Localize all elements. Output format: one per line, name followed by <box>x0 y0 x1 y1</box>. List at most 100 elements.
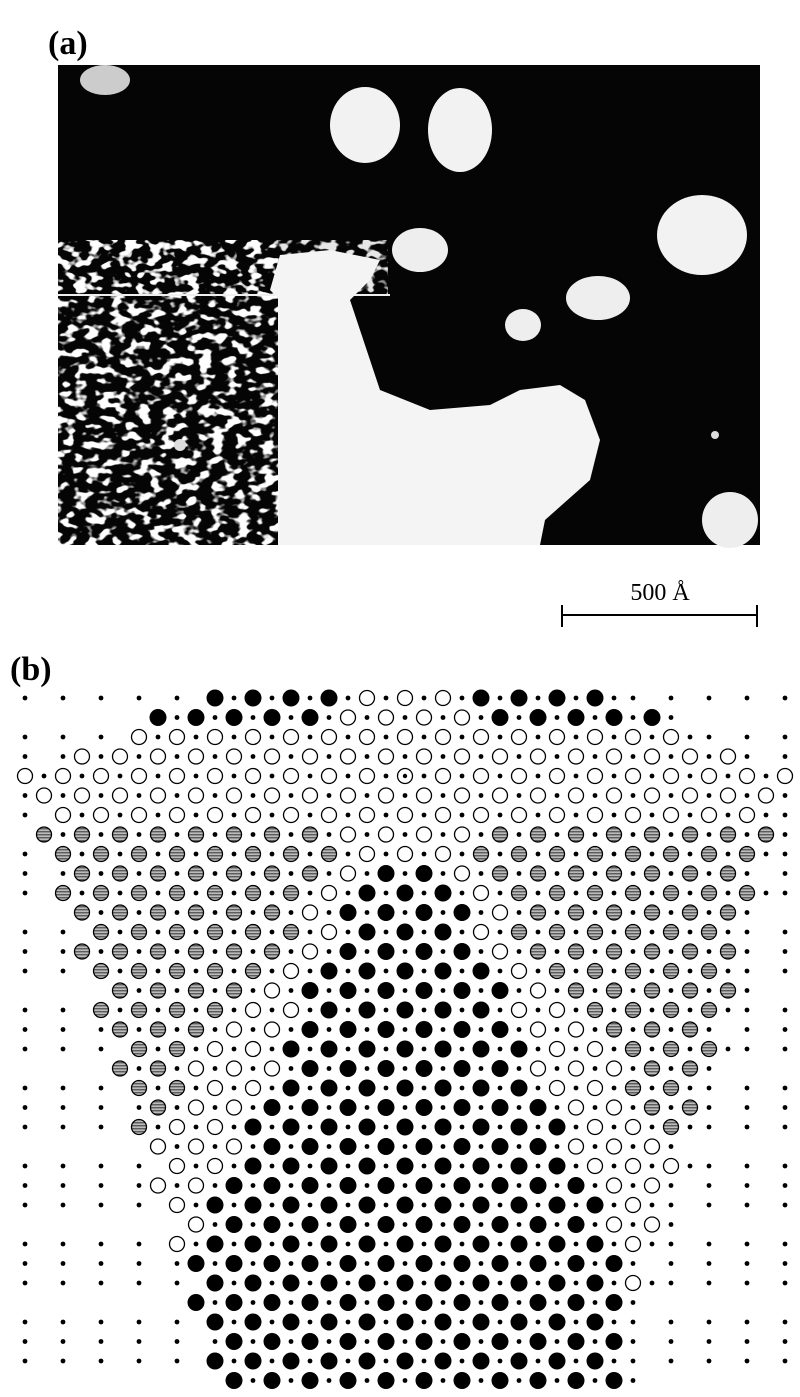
small-dot <box>270 1242 275 1247</box>
small-dot <box>327 1144 332 1149</box>
hatched-site <box>740 886 755 901</box>
open-site <box>227 788 242 803</box>
small-dot <box>479 832 484 837</box>
hatched-site <box>607 866 622 881</box>
small-dot <box>498 1242 503 1247</box>
small-dot <box>175 1281 180 1286</box>
small-dot <box>460 696 465 701</box>
small-dot <box>555 1222 560 1227</box>
small-dot <box>536 1125 541 1130</box>
hatched-site <box>664 847 679 862</box>
filled-site <box>321 1080 338 1097</box>
small-dot <box>517 754 522 759</box>
open-site <box>626 1237 641 1252</box>
small-dot <box>251 1378 256 1383</box>
hatched-site <box>569 827 584 842</box>
small-dot <box>574 774 579 779</box>
small-dot <box>612 930 617 935</box>
open-site <box>151 1178 166 1193</box>
small-dot <box>441 1105 446 1110</box>
filled-site <box>587 1197 604 1214</box>
small-dot <box>327 754 332 759</box>
open-site <box>284 808 299 823</box>
filled-site <box>378 1255 395 1272</box>
open-site <box>569 1139 584 1154</box>
small-dot <box>213 1300 218 1305</box>
filled-site <box>492 1060 509 1077</box>
hatched-site <box>75 827 90 842</box>
hatched-site <box>151 1022 166 1037</box>
small-dot <box>194 1242 199 1247</box>
open-site <box>645 788 660 803</box>
small-dot <box>327 910 332 915</box>
small-dot <box>688 1164 693 1169</box>
small-dot <box>137 1359 142 1364</box>
filled-site <box>302 1138 319 1155</box>
small-dot <box>422 813 427 818</box>
small-dot <box>574 891 579 896</box>
small-dot <box>669 949 674 954</box>
small-dot <box>726 1008 731 1013</box>
open-site <box>664 808 679 823</box>
hatched-site <box>683 905 698 920</box>
filled-site <box>530 1294 547 1311</box>
open-site <box>531 983 546 998</box>
small-dot <box>251 988 256 993</box>
scale-bar: 500 Å <box>562 580 757 627</box>
small-dot <box>460 1242 465 1247</box>
small-dot <box>346 969 351 974</box>
open-site <box>56 808 71 823</box>
filled-site <box>302 1060 319 1077</box>
small-dot <box>726 930 731 935</box>
hatched-site <box>113 944 128 959</box>
small-dot <box>308 735 313 740</box>
filled-site <box>473 1119 490 1136</box>
small-dot <box>574 1047 579 1052</box>
small-dot <box>460 891 465 896</box>
open-site <box>417 827 432 842</box>
open-site <box>607 1100 622 1115</box>
small-dot <box>669 1183 674 1188</box>
open-site <box>189 1061 204 1076</box>
filled-site <box>530 1333 547 1350</box>
small-dot <box>23 754 28 759</box>
small-dot <box>251 1105 256 1110</box>
small-dot <box>365 871 370 876</box>
center-dot <box>403 774 407 778</box>
small-dot <box>669 1027 674 1032</box>
small-dot <box>783 813 788 818</box>
small-dot <box>308 930 313 935</box>
filled-site <box>587 1236 604 1253</box>
small-dot <box>764 852 769 857</box>
open-site <box>208 1042 223 1057</box>
filled-site <box>207 690 224 707</box>
hatched-site <box>284 847 299 862</box>
small-dot <box>517 1300 522 1305</box>
filled-site <box>226 709 243 726</box>
small-dot <box>213 988 218 993</box>
small-dot <box>593 1300 598 1305</box>
small-dot <box>175 754 180 759</box>
hatched-site <box>227 866 242 881</box>
small-dot <box>99 1203 104 1208</box>
hatched-site <box>721 827 736 842</box>
filled-site <box>549 1236 566 1253</box>
open-site <box>18 769 33 784</box>
small-dot <box>574 696 579 701</box>
small-dot <box>574 1086 579 1091</box>
filled-site <box>454 1138 471 1155</box>
open-site <box>550 730 565 745</box>
small-dot <box>441 1261 446 1266</box>
hatched-site <box>721 983 736 998</box>
small-dot <box>346 1320 351 1325</box>
small-dot <box>688 1125 693 1130</box>
open-site <box>588 1120 603 1135</box>
small-dot <box>612 1281 617 1286</box>
small-dot <box>479 1339 484 1344</box>
small-dot <box>669 910 674 915</box>
small-dot <box>270 969 275 974</box>
hatched-site <box>56 886 71 901</box>
small-dot <box>270 1281 275 1286</box>
open-site <box>322 925 337 940</box>
open-site <box>94 808 109 823</box>
